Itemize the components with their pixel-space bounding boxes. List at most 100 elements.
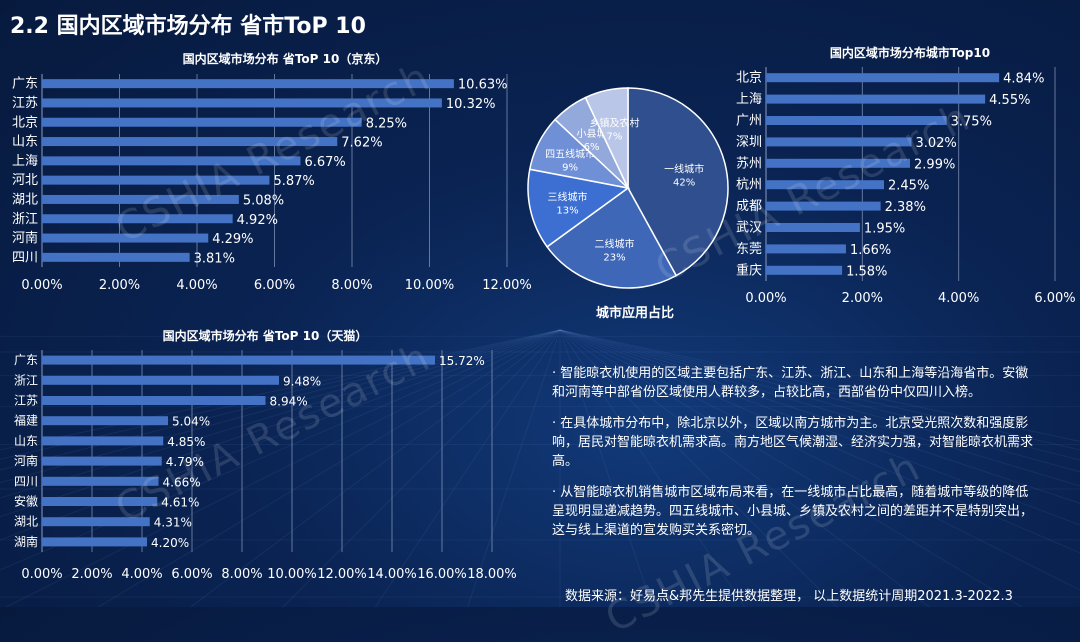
x-tick-label: 0.00% (21, 278, 62, 293)
pie-slice-label: 一线城市 (664, 163, 704, 176)
value-label: 1.58% (846, 264, 887, 279)
bar (42, 517, 150, 527)
value-label: 4.92% (237, 213, 278, 228)
category-label: 广东 (12, 77, 38, 92)
x-tick-label: 10.00% (267, 567, 317, 582)
category-label: 江苏 (14, 394, 38, 408)
x-tick-label: 12.00% (482, 278, 532, 293)
bar (42, 396, 266, 405)
value-label: 4.85% (167, 435, 205, 449)
bar (42, 156, 301, 166)
bar (42, 456, 162, 466)
category-label: 湖北 (12, 192, 38, 207)
bar (42, 214, 233, 224)
pie-slice (627, 87, 729, 277)
value-label: 10.63% (458, 78, 508, 93)
value-label: 8.25% (366, 116, 407, 131)
bar (42, 476, 159, 486)
category-label: 上海 (12, 154, 38, 169)
bar (766, 201, 881, 211)
category-label: 安徽 (14, 494, 38, 509)
bar (766, 244, 846, 254)
x-tick-label: 2.00% (99, 278, 140, 293)
bar (42, 175, 270, 185)
background-grid-decoration (0, 329, 1080, 607)
city-chart-title: 国内区域市场分布城市Top10 (829, 46, 991, 60)
x-tick-label: 18.00% (467, 567, 517, 582)
data-source-note: 数据来源：好易点&邦先生提供数据整理， 以上数据统计周期2021.3-2022.… (565, 589, 1013, 604)
city-bar-chart: 0.00% 2.00% 4.00% 6.00% 北京 4.84% 上海 4.55% 广州 3.75… (736, 67, 1076, 306)
x-tick-label: 14.00% (367, 567, 417, 582)
bar (42, 252, 190, 262)
value-label: 1.66% (850, 243, 891, 258)
value-label: 3.75% (951, 115, 992, 130)
jd-chart-title: 国内区域市场分布 省ToP 10（京东） (182, 52, 388, 66)
category-label: 江苏 (12, 95, 38, 111)
bar (42, 194, 239, 204)
category-label: 福建 (14, 413, 38, 428)
tmall-bar-chart: 0.00% 2.00% 4.00% 6.00% 8.00% 10.00% 12.00% 14.… (14, 350, 517, 582)
bar (42, 233, 209, 243)
bar (42, 537, 147, 547)
value-label: 4.31% (154, 516, 192, 530)
bar (766, 223, 860, 232)
x-tick-label: 2.00% (71, 567, 112, 582)
x-tick-label: 0.00% (21, 567, 62, 582)
category-label: 深圳 (736, 135, 762, 150)
bar (42, 137, 338, 147)
pie-slice-percent: 6% (584, 142, 600, 153)
x-tick-label: 2.00% (842, 291, 883, 306)
category-label: 山东 (12, 135, 38, 150)
category-label: 杭州 (736, 178, 762, 193)
x-tick-label: 8.00% (221, 567, 262, 582)
value-label: 4.66% (163, 475, 201, 489)
pie-slice-percent: 42% (673, 178, 695, 189)
value-label: 4.20% (151, 536, 189, 550)
value-label: 15.72% (439, 354, 485, 368)
pie-slice-percent: 23% (603, 253, 625, 264)
value-label: 8.94% (270, 395, 308, 409)
value-label: 2.45% (888, 179, 929, 194)
jd-bar-chart: 0.00% 2.00% 4.00% 6.00% 8.00% 10.00% 12.00% 广东 1… (12, 74, 532, 293)
city-tier-pie-chart: 一线城市 42% 二线城市 23% 三线城市 13% 四五线城市 9% 小县城 6% 乡镇及农村 7% (527, 87, 729, 289)
bar (766, 180, 885, 190)
analysis-notes: · 智能晾衣机使用的区域主要包括广东、江苏、浙江、山东和上海等沿海省市。安徽和河… (552, 364, 1034, 552)
note-paragraph: · 在具体城市分布中，除北京以外，区域以南方城市为主。北京受光照次数和强度影响，… (552, 416, 1034, 469)
category-label: 上海 (736, 92, 762, 107)
pie-slice-label: 四五线城市 (545, 147, 595, 160)
note-paragraph: · 智能晾衣机使用的区域主要包括广东、江苏、浙江、山东和上海等沿海省市。安徽和河… (552, 366, 1029, 400)
x-tick-label: 12.00% (317, 567, 367, 582)
value-label: 3.02% (915, 136, 956, 151)
category-label: 苏州 (736, 155, 762, 171)
pie-slice (527, 168, 630, 248)
category-label: 浙江 (12, 212, 38, 227)
pie-slice-label: 小县城 (577, 128, 607, 140)
x-tick-label: 16.00% (417, 567, 467, 582)
pie-slice-label: 二线城市 (594, 238, 634, 251)
category-label: 成都 (736, 199, 762, 214)
category-label: 湖南 (14, 534, 38, 549)
category-label: 广东 (14, 353, 38, 367)
value-label: 3.81% (194, 251, 235, 266)
value-label: 2.38% (885, 200, 926, 215)
x-tick-label: 6.00% (254, 278, 295, 293)
value-label: 4.84% (1003, 72, 1044, 87)
bar (766, 116, 947, 125)
value-label: 5.08% (243, 193, 284, 208)
value-label: 7.62% (341, 136, 382, 151)
value-label: 1.95% (864, 222, 905, 237)
bar (766, 73, 1000, 83)
x-tick-label: 8.00% (331, 278, 372, 293)
bar (42, 436, 164, 446)
value-label: 4.61% (161, 496, 199, 510)
category-label: 重庆 (736, 262, 762, 278)
category-label: 武汉 (736, 221, 762, 236)
pie-slice-label: 三线城市 (547, 191, 587, 204)
value-label: 4.29% (212, 232, 253, 247)
x-tick-label: 0.00% (745, 291, 786, 306)
bar (766, 137, 912, 147)
pie-slice-label: 乡镇及农村 (589, 116, 639, 129)
value-label: 9.48% (283, 374, 321, 388)
pie-slice (546, 186, 678, 289)
bar (766, 265, 843, 275)
